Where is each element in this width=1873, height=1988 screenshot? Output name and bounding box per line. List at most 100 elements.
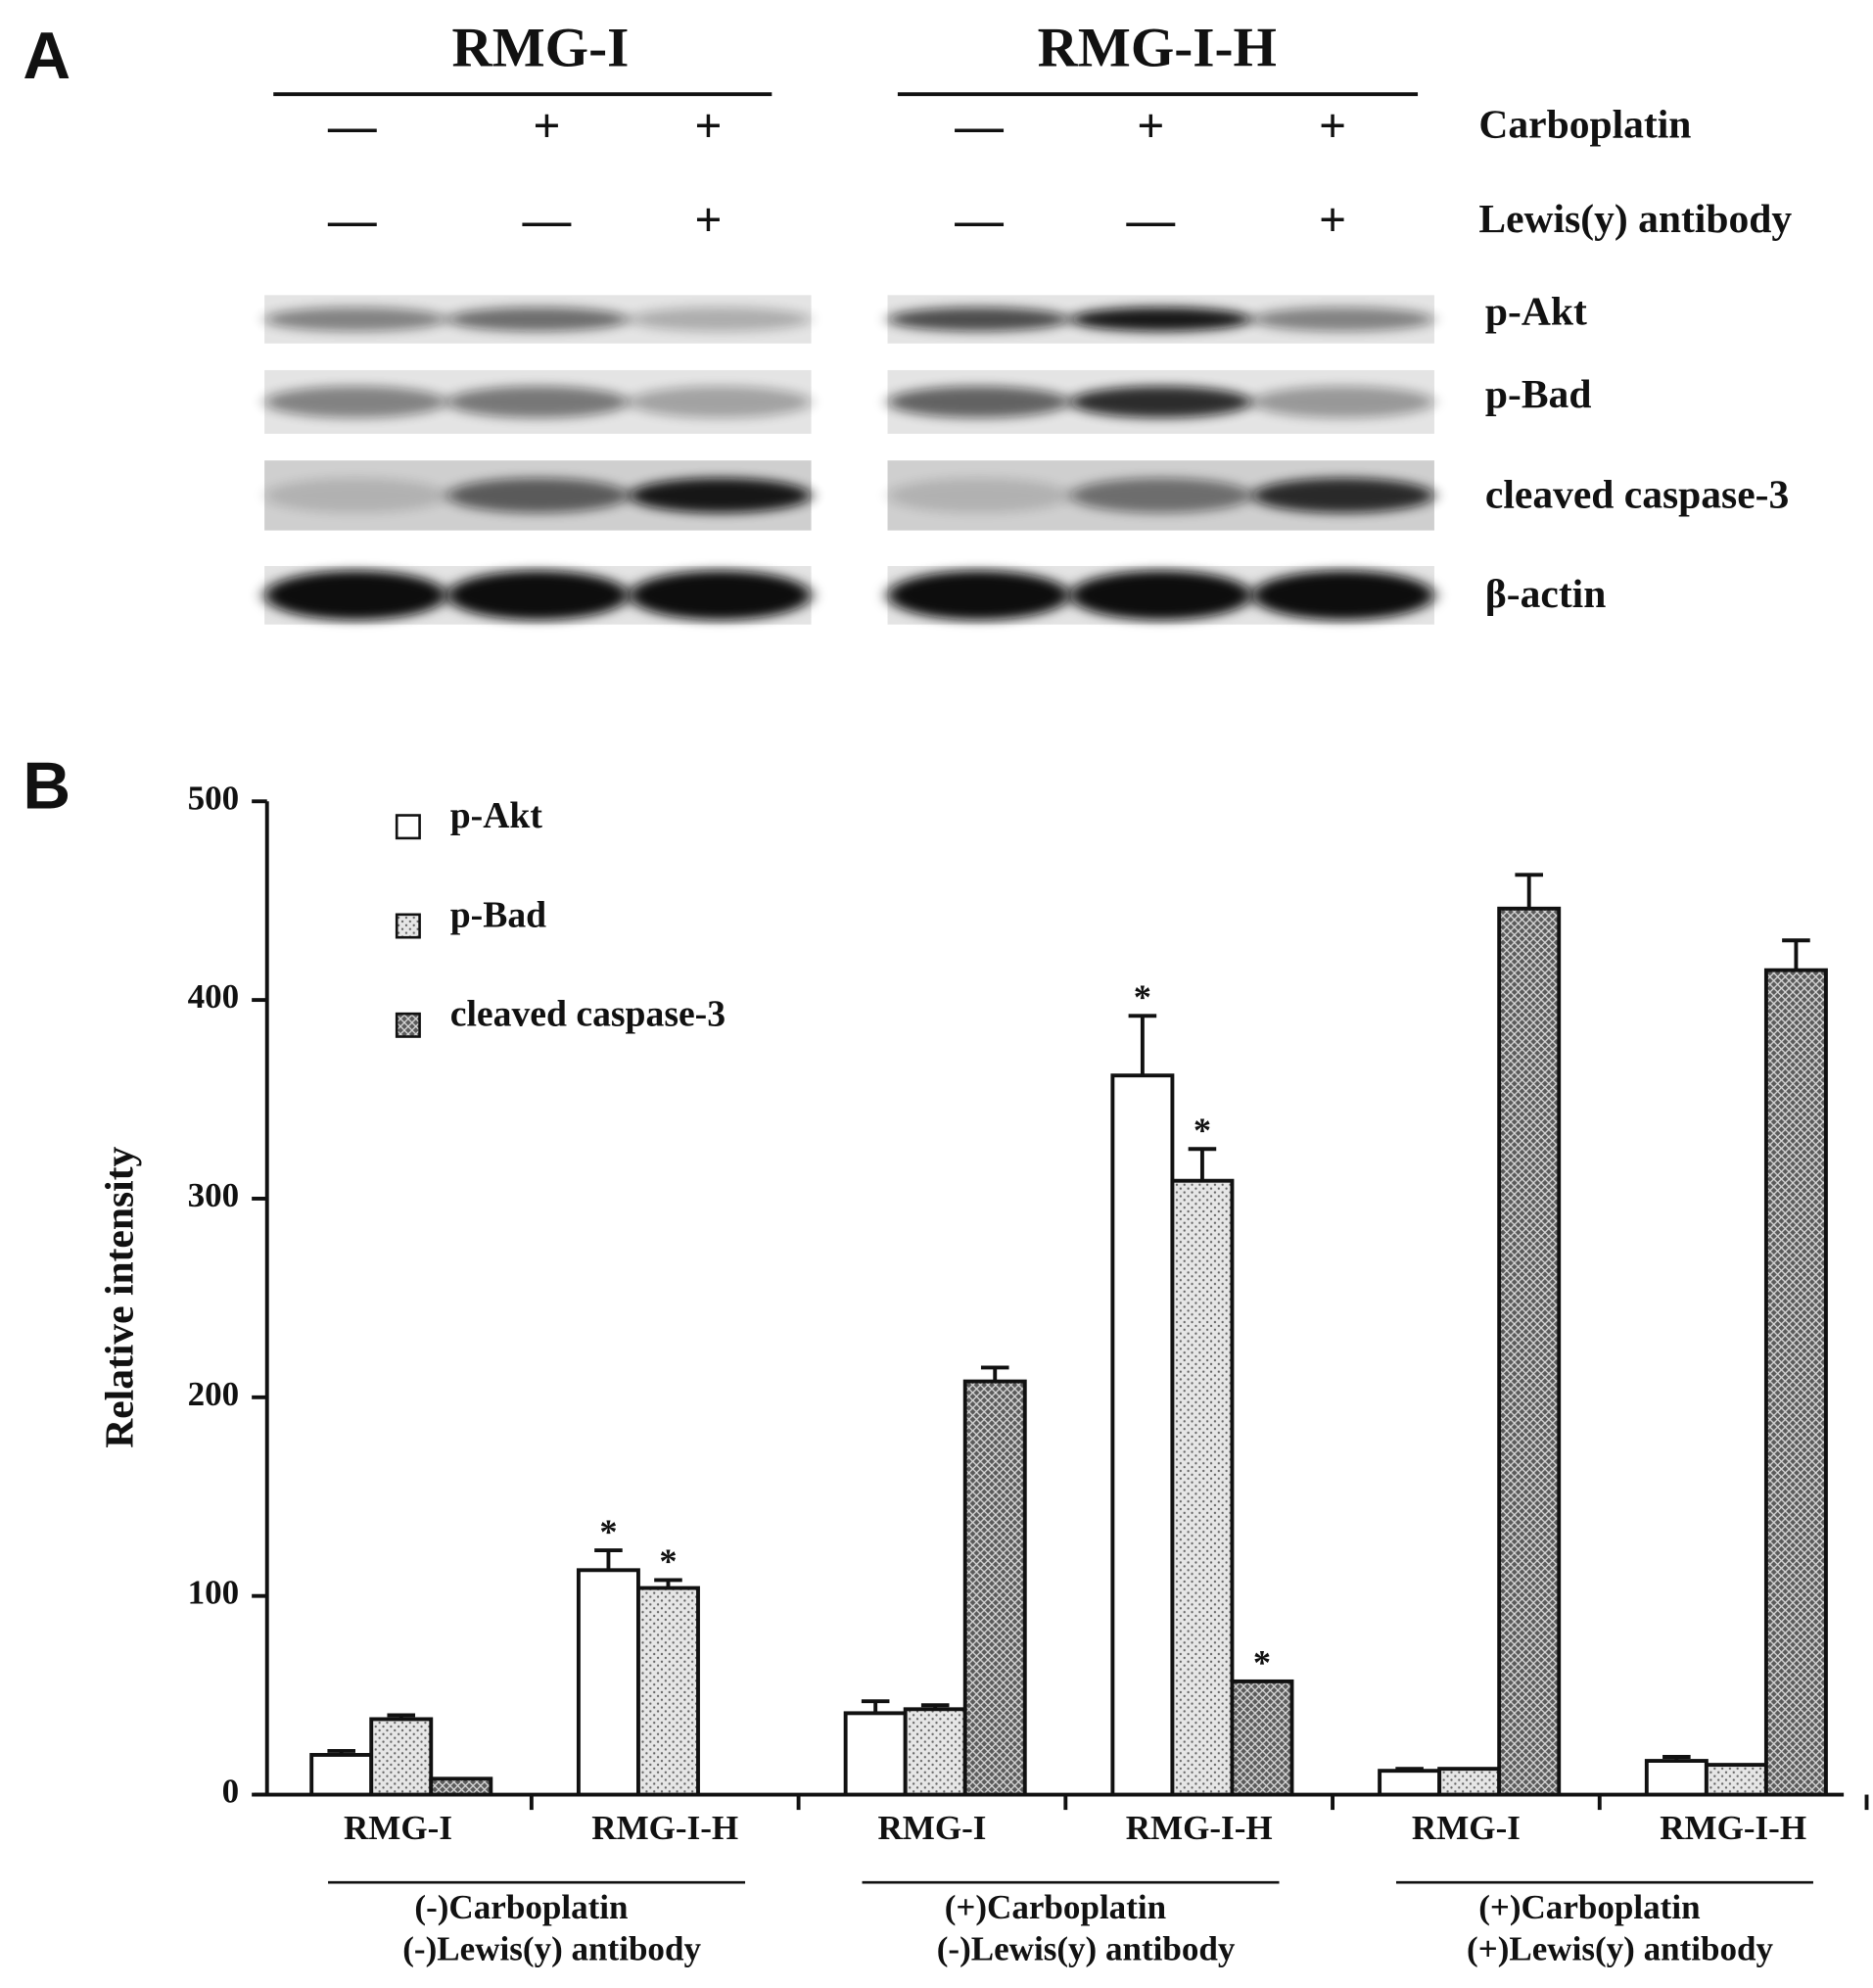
error-bar	[1782, 938, 1810, 970]
blot-band	[264, 570, 447, 620]
legend-label: cleaved caspase-3	[450, 994, 726, 1035]
treatment-sign: —	[522, 193, 572, 247]
x-tick-label: RMG-I-H	[1660, 1809, 1806, 1847]
bar	[576, 1568, 640, 1797]
group-label: (-)Lewis(y) antibody	[937, 1930, 1236, 1968]
blot-band	[1069, 307, 1252, 332]
blot-band	[1251, 478, 1434, 513]
bar	[1437, 1767, 1502, 1797]
blot-band	[264, 478, 447, 513]
group-label: (-)Carboplatin	[414, 1888, 628, 1926]
legend-label: p-Bad	[450, 894, 546, 935]
blot-band	[446, 307, 630, 332]
blot-band	[887, 570, 1070, 620]
legend-label: p-Akt	[450, 795, 543, 836]
blot-band	[1251, 307, 1434, 332]
blot-band	[1069, 386, 1252, 418]
x-tick-label: RMG-I	[344, 1809, 452, 1847]
blot-band	[1069, 570, 1252, 620]
error-bar	[594, 1548, 623, 1571]
blot-band	[1251, 386, 1434, 418]
treatment-sign: —	[954, 193, 1004, 247]
y-tick-label: 0	[222, 1773, 240, 1811]
blot-band	[887, 386, 1070, 418]
blot-band	[1251, 570, 1434, 620]
blot-band	[629, 570, 812, 620]
blot-band	[629, 307, 812, 332]
treatment-sign: +	[1319, 99, 1346, 153]
blot-band	[629, 386, 812, 418]
bar	[1378, 1769, 1442, 1797]
bar	[843, 1711, 908, 1797]
treatment-sign: +	[694, 99, 722, 153]
bar	[429, 1776, 493, 1797]
error-bar	[387, 1713, 416, 1720]
panel-label: A	[23, 20, 70, 93]
group-label: (+)Carboplatin	[1478, 1888, 1700, 1926]
significance-marker: *	[1253, 1643, 1271, 1682]
x-tick-label: RMG-I	[1412, 1809, 1521, 1847]
bar	[1704, 1763, 1768, 1797]
bar	[1170, 1178, 1235, 1797]
error-bar	[980, 1365, 1009, 1382]
error-bar	[1128, 1014, 1157, 1076]
significance-marker: *	[1134, 977, 1151, 1017]
legend-swatch	[395, 814, 421, 840]
blot-label: p-Akt	[1485, 289, 1587, 334]
y-tick-label: 100	[188, 1574, 240, 1612]
treatment-sign: +	[1137, 99, 1164, 153]
bar	[1763, 968, 1828, 1797]
blot-band	[264, 307, 447, 332]
panel-label: B	[23, 750, 70, 824]
group-title: RMG-I	[452, 18, 630, 79]
treatment-sign: +	[694, 193, 722, 247]
bar	[636, 1586, 700, 1797]
blot-band	[264, 386, 447, 418]
significance-marker: *	[659, 1541, 677, 1581]
bar	[962, 1379, 1027, 1797]
treatment-label: Lewis(y) antibody	[1478, 196, 1792, 242]
blot-label: cleaved caspase-3	[1485, 472, 1789, 517]
y-axis-title: Relative intensity	[97, 1146, 142, 1447]
bar	[1644, 1759, 1709, 1797]
group-label: (-)Lewis(y) antibody	[402, 1930, 701, 1968]
treatment-sign: —	[327, 99, 377, 153]
treatment-sign: +	[1319, 193, 1346, 247]
bar	[1110, 1073, 1175, 1797]
error-bar	[327, 1748, 355, 1755]
legend-swatch	[395, 913, 421, 939]
treatment-sign: +	[533, 99, 560, 153]
blot-band	[1069, 478, 1252, 513]
x-tick-label: RMG-I-H	[1126, 1809, 1273, 1847]
y-tick-label: 500	[188, 779, 240, 817]
error-bar	[1395, 1767, 1424, 1772]
y-tick-label: 300	[188, 1176, 240, 1214]
x-tick-label: RMG-I	[877, 1809, 986, 1847]
group-label: (+)Carboplatin	[945, 1888, 1166, 1926]
error-bar	[1515, 873, 1543, 909]
treatment-sign: —	[954, 99, 1004, 153]
error-bar	[654, 1578, 682, 1588]
bar	[903, 1707, 967, 1797]
y-tick-label: 200	[188, 1375, 240, 1413]
blot-band	[446, 570, 630, 620]
bar	[369, 1717, 434, 1797]
treatment-sign: —	[327, 193, 377, 247]
blot-label: p-Bad	[1485, 371, 1592, 416]
significance-marker: *	[1194, 1111, 1211, 1150]
bar	[1230, 1679, 1294, 1797]
error-bar	[1662, 1755, 1691, 1762]
error-bar	[861, 1699, 890, 1714]
bar	[309, 1753, 374, 1797]
blot-band	[446, 478, 630, 513]
blot-band	[887, 307, 1070, 332]
bar	[1497, 906, 1562, 1797]
x-tick-label: RMG-I-H	[591, 1809, 738, 1847]
significance-marker: *	[599, 1512, 617, 1551]
legend-swatch	[395, 1012, 421, 1038]
blot-band	[629, 478, 812, 513]
error-bar	[920, 1703, 950, 1710]
blot-band	[446, 386, 630, 418]
